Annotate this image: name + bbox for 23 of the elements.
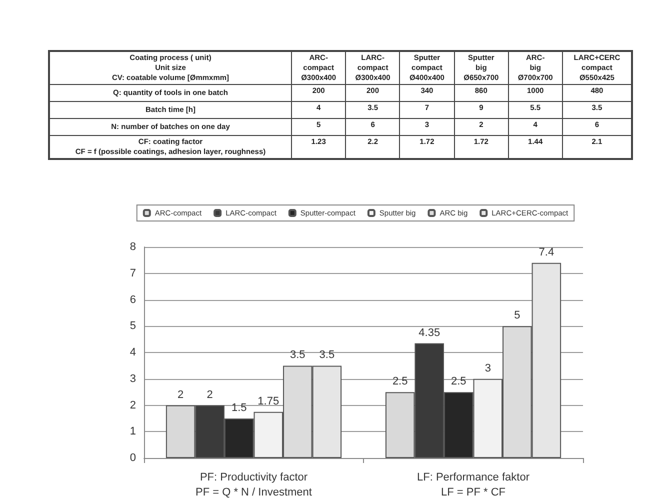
y-tick-label: 0 [130, 452, 136, 464]
x-tick-label: PF: Productivity factor PF = Q * N / Investment [196, 472, 312, 498]
y-tick-label: 3 [130, 372, 136, 385]
y-tick-label: 6 [130, 294, 136, 306]
y-tick-label: 7 [130, 267, 136, 280]
data-label: 3.5 [290, 349, 306, 362]
data-label: 2.5 [450, 376, 466, 388]
data-label: 3 [484, 362, 491, 374]
y-tick-label: 2 [130, 399, 136, 412]
data-label: 7.4 [538, 246, 554, 258]
y-tick-label: 8 [130, 241, 136, 253]
data-label: 1.5 [231, 402, 247, 414]
data-label: 2.5 [392, 376, 408, 388]
data-label: 5 [514, 310, 520, 322]
y-tick-label: 4 [130, 346, 136, 358]
data-label: 3.5 [319, 349, 335, 362]
data-label: 1.75 [258, 395, 280, 408]
data-label: 4.35 [418, 326, 440, 339]
data-label: 2 [206, 388, 213, 401]
y-tick-label: 1 [130, 426, 136, 438]
y-tick-label: 5 [130, 320, 136, 332]
data-label: 2 [178, 388, 184, 401]
x-tick-label: LF: Performance faktor LF = PF * CF [417, 472, 530, 498]
